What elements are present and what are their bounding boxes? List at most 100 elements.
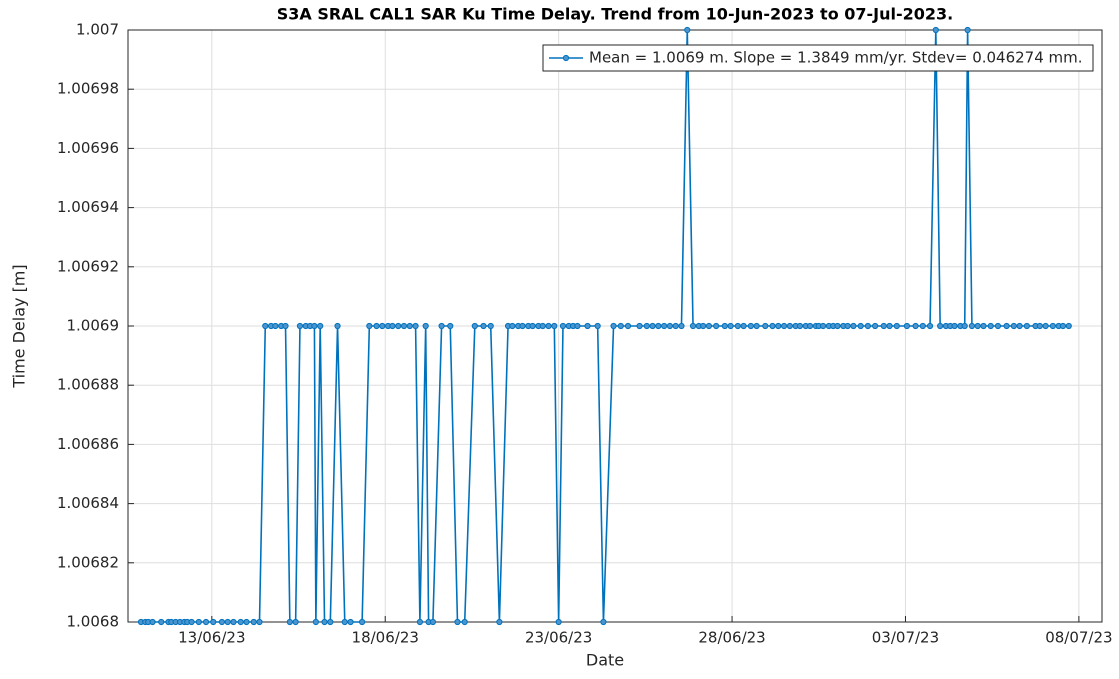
data-point xyxy=(559,322,567,330)
data-point xyxy=(672,322,679,330)
data-point xyxy=(438,322,445,330)
data-point xyxy=(334,322,341,330)
data-point xyxy=(292,618,299,626)
data-point xyxy=(237,618,244,626)
data-point xyxy=(282,322,289,330)
data-point xyxy=(555,618,562,626)
data-point xyxy=(312,618,319,626)
y-tick-label: 1.00696 xyxy=(57,139,119,157)
data-point xyxy=(617,322,624,330)
plot-frame xyxy=(127,29,1103,623)
data-point xyxy=(447,322,454,330)
data-point xyxy=(932,26,939,34)
data-point xyxy=(195,618,202,626)
data-point xyxy=(886,322,893,330)
data-point xyxy=(496,618,503,626)
data-point xyxy=(1023,322,1030,330)
y-tick-label: 1.00686 xyxy=(57,435,119,453)
data-point xyxy=(753,322,760,330)
data-point xyxy=(864,322,871,330)
data-layer xyxy=(137,26,1072,626)
data-point xyxy=(740,322,747,330)
y-tick-label: 1.0069 xyxy=(67,317,120,335)
data-point xyxy=(661,322,668,330)
data-point xyxy=(188,618,195,626)
x-tick-label: 08/07/23 xyxy=(1045,629,1112,647)
data-point xyxy=(850,322,857,330)
data-point xyxy=(594,322,601,330)
x-axis-label: Date xyxy=(586,651,624,670)
data-point xyxy=(994,322,1002,330)
data-point xyxy=(1049,322,1056,330)
data-point xyxy=(454,618,461,626)
legend-label: Mean = 1.0069 m. Slope = 1.3849 mm/yr. S… xyxy=(589,49,1083,67)
data-point xyxy=(1016,322,1023,330)
data-point xyxy=(224,618,231,626)
data-point xyxy=(857,322,864,330)
data-point xyxy=(600,618,607,626)
data-point xyxy=(893,322,900,330)
data-point xyxy=(509,322,516,330)
data-point xyxy=(256,618,263,626)
y-tick-label: 1.00684 xyxy=(57,494,119,512)
data-point xyxy=(545,322,552,330)
data-point xyxy=(834,322,841,330)
data-point xyxy=(780,322,788,330)
data-point xyxy=(395,322,402,330)
data-point xyxy=(689,322,697,330)
data-point xyxy=(727,322,734,330)
data-point xyxy=(643,322,650,330)
data-point xyxy=(775,322,782,330)
y-tick-label: 1.00698 xyxy=(57,80,119,98)
legend: Mean = 1.0069 m. Slope = 1.3849 mm/yr. S… xyxy=(542,44,1094,72)
data-point xyxy=(243,618,250,626)
data-point xyxy=(678,322,685,330)
data-point xyxy=(429,618,437,626)
data-point xyxy=(762,322,769,330)
data-point xyxy=(529,322,536,330)
data-point xyxy=(317,322,324,330)
data-point xyxy=(262,322,269,330)
data-point xyxy=(903,322,911,330)
data-point xyxy=(1036,322,1043,330)
x-tick-label: 18/06/23 xyxy=(352,629,419,647)
data-point xyxy=(721,322,728,330)
y-tick-label: 1.00688 xyxy=(57,376,119,394)
data-point xyxy=(649,322,656,330)
data-point xyxy=(149,618,156,626)
data-point xyxy=(218,618,226,626)
data-point xyxy=(359,618,366,626)
data-point xyxy=(655,322,662,330)
data-point xyxy=(327,618,334,626)
data-point xyxy=(347,618,354,626)
data-point xyxy=(700,322,707,330)
data-point xyxy=(272,322,279,330)
data-point xyxy=(1042,322,1049,330)
data-point xyxy=(769,322,776,330)
data-point xyxy=(734,322,741,330)
data-point xyxy=(880,322,887,330)
data-point xyxy=(210,618,217,626)
data-point xyxy=(296,322,304,330)
data-point xyxy=(461,618,468,626)
x-tick-label: 23/06/23 xyxy=(525,629,592,647)
data-point xyxy=(551,322,558,330)
y-tick-label: 1.00694 xyxy=(57,198,119,216)
data-point xyxy=(844,322,851,330)
data-point xyxy=(574,322,581,330)
data-point xyxy=(202,618,210,626)
y-axis-label: Time Delay [m] xyxy=(10,264,29,388)
data-point xyxy=(230,618,237,626)
data-point xyxy=(487,322,494,330)
y-tick-label: 1.00682 xyxy=(57,553,119,571)
data-point xyxy=(341,618,348,626)
data-point xyxy=(974,322,981,330)
y-tick-label: 1.007 xyxy=(76,21,119,39)
x-tick-label: 03/07/23 xyxy=(872,629,939,647)
data-point xyxy=(926,322,934,330)
legend-marker xyxy=(562,54,570,62)
data-point xyxy=(416,618,424,626)
data-point xyxy=(636,322,643,330)
data-point xyxy=(796,322,804,330)
